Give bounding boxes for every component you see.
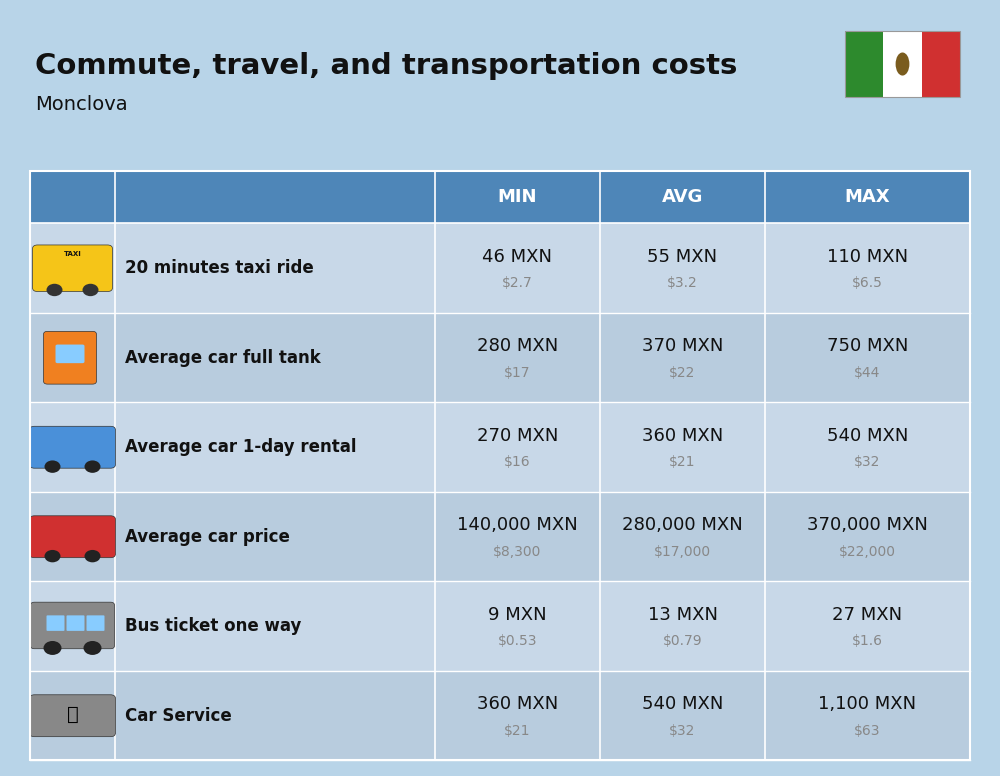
Bar xyxy=(30,171,970,223)
Circle shape xyxy=(44,460,61,473)
Text: $2.7: $2.7 xyxy=(502,276,533,290)
Text: Commute, travel, and transportation costs: Commute, travel, and transportation cost… xyxy=(35,52,737,80)
Text: MIN: MIN xyxy=(498,188,537,206)
Text: $6.5: $6.5 xyxy=(852,276,883,290)
Text: 13 MXN: 13 MXN xyxy=(648,605,718,624)
Ellipse shape xyxy=(896,53,909,75)
Text: 27 MXN: 27 MXN xyxy=(832,605,903,624)
Circle shape xyxy=(44,641,62,655)
Text: AVG: AVG xyxy=(662,188,703,206)
Text: $22: $22 xyxy=(669,366,696,380)
Text: 360 MXN: 360 MXN xyxy=(642,427,723,445)
Text: 280 MXN: 280 MXN xyxy=(477,337,558,355)
Text: Average car price: Average car price xyxy=(125,528,290,546)
Text: 540 MXN: 540 MXN xyxy=(642,695,723,713)
Text: 370 MXN: 370 MXN xyxy=(642,337,723,355)
Text: $44: $44 xyxy=(854,366,881,380)
Bar xyxy=(30,492,970,581)
Text: $32: $32 xyxy=(669,724,696,738)
Text: 1,100 MXN: 1,100 MXN xyxy=(818,695,917,713)
FancyBboxPatch shape xyxy=(44,331,96,384)
Bar xyxy=(30,671,970,760)
FancyBboxPatch shape xyxy=(47,615,64,631)
FancyBboxPatch shape xyxy=(33,245,113,292)
Bar xyxy=(30,171,970,760)
Text: 540 MXN: 540 MXN xyxy=(827,427,908,445)
FancyBboxPatch shape xyxy=(56,345,84,363)
FancyBboxPatch shape xyxy=(66,615,84,631)
Text: $32: $32 xyxy=(854,456,881,469)
Circle shape xyxy=(85,550,101,563)
Text: Monclova: Monclova xyxy=(35,95,128,114)
Bar xyxy=(30,313,970,403)
Bar xyxy=(30,223,970,313)
Bar xyxy=(30,403,970,492)
Circle shape xyxy=(84,641,102,655)
Text: $63: $63 xyxy=(854,724,881,738)
Bar xyxy=(883,31,922,97)
Bar xyxy=(922,31,960,97)
Bar xyxy=(845,31,883,97)
Text: $21: $21 xyxy=(504,724,531,738)
Circle shape xyxy=(85,460,101,473)
Text: $8,300: $8,300 xyxy=(493,545,542,559)
Text: $21: $21 xyxy=(669,456,696,469)
Bar xyxy=(30,581,970,671)
Text: 20 minutes taxi ride: 20 minutes taxi ride xyxy=(125,259,314,277)
Text: 370,000 MXN: 370,000 MXN xyxy=(807,516,928,534)
Circle shape xyxy=(47,284,63,296)
Text: 9 MXN: 9 MXN xyxy=(488,605,547,624)
Text: Average car 1-day rental: Average car 1-day rental xyxy=(125,438,356,456)
Bar xyxy=(845,31,960,97)
Text: Bus ticket one way: Bus ticket one way xyxy=(125,617,301,636)
Text: 360 MXN: 360 MXN xyxy=(477,695,558,713)
Text: 750 MXN: 750 MXN xyxy=(827,337,908,355)
Text: $17: $17 xyxy=(504,366,531,380)
Text: 110 MXN: 110 MXN xyxy=(827,248,908,265)
Text: TAXI: TAXI xyxy=(64,251,81,258)
Text: MAX: MAX xyxy=(845,188,890,206)
Circle shape xyxy=(44,550,61,563)
Text: 270 MXN: 270 MXN xyxy=(477,427,558,445)
FancyBboxPatch shape xyxy=(31,602,114,649)
Text: $22,000: $22,000 xyxy=(839,545,896,559)
Text: 140,000 MXN: 140,000 MXN xyxy=(457,516,578,534)
FancyBboxPatch shape xyxy=(87,615,105,631)
FancyBboxPatch shape xyxy=(30,516,116,558)
Text: Average car full tank: Average car full tank xyxy=(125,348,321,367)
Text: $3.2: $3.2 xyxy=(667,276,698,290)
Text: $1.6: $1.6 xyxy=(852,635,883,649)
Text: $0.53: $0.53 xyxy=(498,635,537,649)
FancyBboxPatch shape xyxy=(30,426,116,468)
Text: 280,000 MXN: 280,000 MXN xyxy=(622,516,743,534)
Text: 46 MXN: 46 MXN xyxy=(482,248,552,265)
Text: 🔧: 🔧 xyxy=(67,705,78,724)
FancyBboxPatch shape xyxy=(30,695,116,736)
Text: $17,000: $17,000 xyxy=(654,545,711,559)
Text: 55 MXN: 55 MXN xyxy=(647,248,718,265)
Text: $0.79: $0.79 xyxy=(663,635,702,649)
Circle shape xyxy=(83,284,99,296)
Text: Car Service: Car Service xyxy=(125,707,232,725)
Text: $16: $16 xyxy=(504,456,531,469)
